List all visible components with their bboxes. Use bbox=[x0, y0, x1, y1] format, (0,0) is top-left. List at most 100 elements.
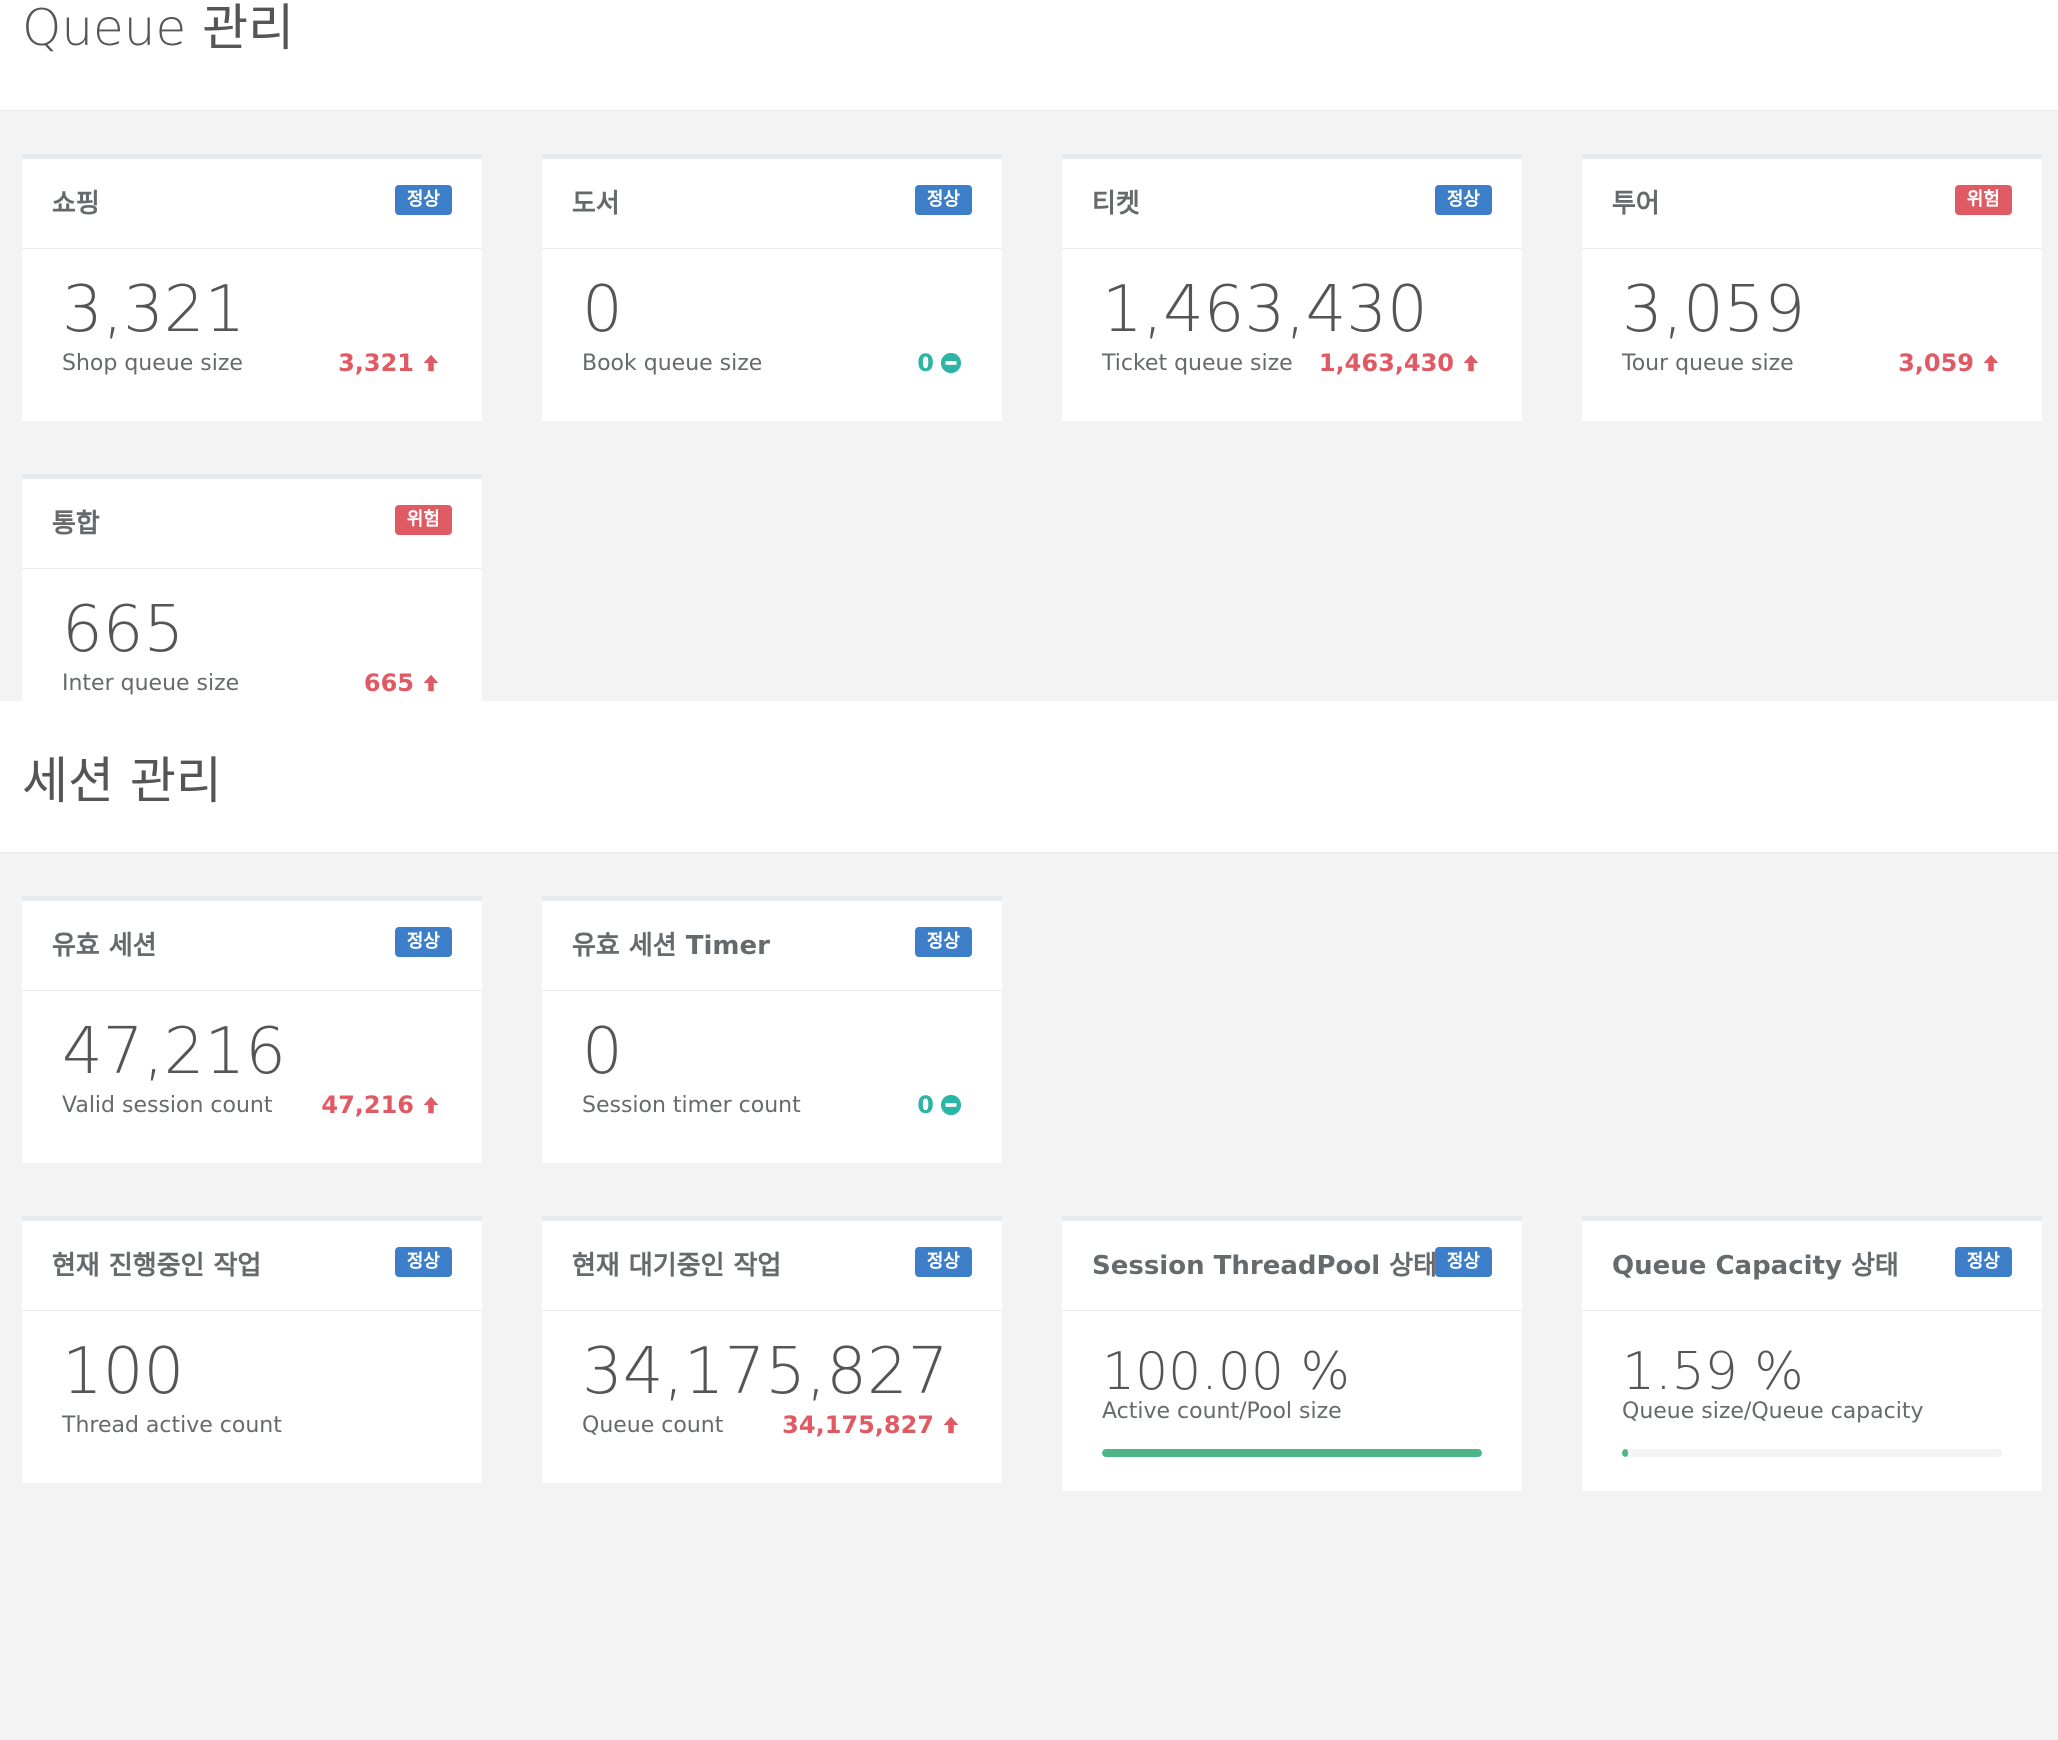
progress-bar bbox=[1622, 1449, 1629, 1457]
session-section-title: 세션 관리 bbox=[22, 752, 222, 810]
card-body: 1,463,430 Ticket queue size 1,463,430 bbox=[1062, 249, 1522, 421]
arrow-up-icon bbox=[943, 1416, 959, 1434]
metric-value: 0 bbox=[582, 273, 623, 347]
metric-value: 665 bbox=[62, 593, 185, 667]
card-title: 유효 세션 bbox=[52, 931, 157, 961]
session-card-valid: 유효 세션 정상 47,216 Valid session count 47,2… bbox=[22, 896, 482, 1163]
queue-card-tour: 투어 위험 3,059 Tour queue size 3,059 bbox=[1582, 154, 2042, 421]
arrow-up-icon bbox=[423, 674, 439, 692]
card-header: 유효 세션 Timer 정상 bbox=[542, 901, 1002, 991]
metric-change-value: 665 bbox=[363, 669, 414, 697]
card-header: 투어 위험 bbox=[1582, 159, 2042, 249]
metric-value: 100 bbox=[62, 1335, 185, 1409]
card-body: 665 Inter queue size 665 bbox=[22, 569, 482, 741]
metric-label: Session timer count bbox=[582, 1093, 801, 1118]
card-title: 현재 대기중인 작업 bbox=[572, 1251, 782, 1281]
metric-change: 0 bbox=[917, 349, 962, 377]
metric-change: 1,463,430 bbox=[1319, 349, 1482, 377]
metric-change: 47,216 bbox=[321, 1091, 442, 1119]
metric-change: 3,059 bbox=[1898, 349, 2002, 377]
card-header: 티켓 정상 bbox=[1062, 159, 1522, 249]
status-badge: 정상 bbox=[1434, 185, 1492, 215]
card-body: 3,059 Tour queue size 3,059 bbox=[1582, 249, 2042, 421]
metric-change-value: 47,216 bbox=[321, 1091, 414, 1119]
card-title: 통합 bbox=[52, 509, 100, 539]
metric-value: 3,321 bbox=[62, 273, 246, 347]
card-body: 1.59 % Queue size/Queue capacity bbox=[1582, 1311, 2042, 1483]
metric-change-value: 1,463,430 bbox=[1318, 349, 1454, 377]
session-card-queue-count: 현재 대기중인 작업 정상 34,175,827 Queue count 34,… bbox=[542, 1216, 1002, 1483]
queue-card-ticket: 티켓 정상 1,463,430 Ticket queue size 1,463,… bbox=[1062, 154, 1522, 421]
session-card-timer: 유효 세션 Timer 정상 0 Session timer count 0 bbox=[542, 896, 1002, 1163]
metric-change: 3,321 bbox=[338, 349, 442, 377]
metric-change-value: 0 bbox=[917, 1091, 934, 1119]
session-card-grid: 유효 세션 정상 47,216 Valid session count 47,2… bbox=[0, 853, 2058, 1553]
card-title: 티켓 bbox=[1092, 189, 1140, 219]
card-header: 통합 위험 bbox=[22, 479, 482, 569]
card-title: 도서 bbox=[572, 189, 620, 219]
minus-circle-icon bbox=[940, 352, 962, 374]
metric-value: 0 bbox=[582, 1015, 623, 1089]
arrow-up-icon bbox=[1463, 354, 1479, 372]
metric-label: Thread active count bbox=[62, 1413, 282, 1438]
metric-change-value: 3,321 bbox=[338, 349, 414, 377]
card-title: Queue Capacity 상태 bbox=[1612, 1251, 1899, 1281]
card-header: 쇼핑 정상 bbox=[22, 159, 482, 249]
arrow-up-icon bbox=[423, 1096, 439, 1114]
metric-label: Active count/Pool size bbox=[1102, 1399, 1342, 1424]
queue-card-book: 도서 정상 0 Book queue size 0 bbox=[542, 154, 1002, 421]
metric-label: Inter queue size bbox=[62, 671, 240, 696]
card-header: 현재 대기중인 작업 정상 bbox=[542, 1221, 1002, 1311]
status-badge: 정상 bbox=[394, 185, 452, 215]
card-header: Session ThreadPool 상태 정상 bbox=[1062, 1221, 1522, 1311]
metric-change-value: 3,059 bbox=[1898, 349, 1974, 377]
metric-change: 34,175,827 bbox=[782, 1411, 962, 1439]
card-title: 투어 bbox=[1612, 189, 1660, 219]
card-title: Session ThreadPool 상태 bbox=[1092, 1251, 1438, 1281]
queue-section-header: Queue 관리 bbox=[0, 0, 2058, 111]
card-body: 100 Thread active count bbox=[22, 1311, 482, 1483]
metric-label: Book queue size bbox=[582, 351, 763, 376]
queue-card-inter: 통합 위험 665 Inter queue size 665 bbox=[22, 474, 482, 741]
metric-label: Shop queue size bbox=[62, 351, 243, 376]
metric-value: 34,175,827 bbox=[582, 1335, 949, 1409]
card-body: 0 Book queue size 0 bbox=[542, 249, 1002, 421]
session-section-header: 세션 관리 bbox=[0, 701, 2058, 853]
session-card-thread-active: 현재 진행중인 작업 정상 100 Thread active count bbox=[22, 1216, 482, 1483]
arrow-up-icon bbox=[423, 354, 439, 372]
metric-label: Tour queue size bbox=[1622, 351, 1794, 376]
card-title: 유효 세션 Timer bbox=[572, 931, 770, 961]
card-body: 34,175,827 Queue count 34,175,827 bbox=[542, 1311, 1002, 1483]
status-badge: 위험 bbox=[394, 505, 452, 535]
card-header: 도서 정상 bbox=[542, 159, 1002, 249]
status-badge: 정상 bbox=[1954, 1247, 2012, 1277]
card-body: 3,321 Shop queue size 3,321 bbox=[22, 249, 482, 421]
progress-track bbox=[1102, 1449, 1482, 1457]
metric-change: 665 bbox=[364, 669, 442, 697]
session-card-queue-capacity: Queue Capacity 상태 정상 1.59 % Queue size/Q… bbox=[1582, 1216, 2042, 1491]
metric-value: 1.59 % bbox=[1622, 1342, 1804, 1402]
status-badge: 정상 bbox=[1434, 1247, 1492, 1277]
card-body: 0 Session timer count 0 bbox=[542, 991, 1002, 1163]
card-title: 쇼핑 bbox=[52, 189, 100, 219]
session-card-threadpool: Session ThreadPool 상태 정상 100.00 % Active… bbox=[1062, 1216, 1522, 1491]
queue-section-title: Queue 관리 bbox=[22, 0, 295, 57]
status-badge: 정상 bbox=[394, 1247, 452, 1277]
card-body: 100.00 % Active count/Pool size bbox=[1062, 1311, 1522, 1483]
metric-change-value: 34,175,827 bbox=[782, 1411, 934, 1439]
status-badge: 위험 bbox=[1954, 185, 2012, 215]
card-body: 47,216 Valid session count 47,216 bbox=[22, 991, 482, 1163]
metric-value: 1,463,430 bbox=[1102, 273, 1428, 347]
progress-track bbox=[1622, 1449, 2002, 1457]
metric-label: Queue size/Queue capacity bbox=[1622, 1399, 1924, 1424]
card-header: 유효 세션 정상 bbox=[22, 901, 482, 991]
card-header: 현재 진행중인 작업 정상 bbox=[22, 1221, 482, 1311]
status-badge: 정상 bbox=[914, 185, 972, 215]
minus-circle-icon bbox=[940, 1094, 962, 1116]
metric-value: 3,059 bbox=[1622, 273, 1806, 347]
metric-change: 0 bbox=[917, 1091, 962, 1119]
card-title: 현재 진행중인 작업 bbox=[52, 1251, 262, 1281]
status-badge: 정상 bbox=[914, 927, 972, 957]
metric-label: Queue count bbox=[582, 1413, 724, 1438]
queue-card-shop: 쇼핑 정상 3,321 Shop queue size 3,321 bbox=[22, 154, 482, 421]
